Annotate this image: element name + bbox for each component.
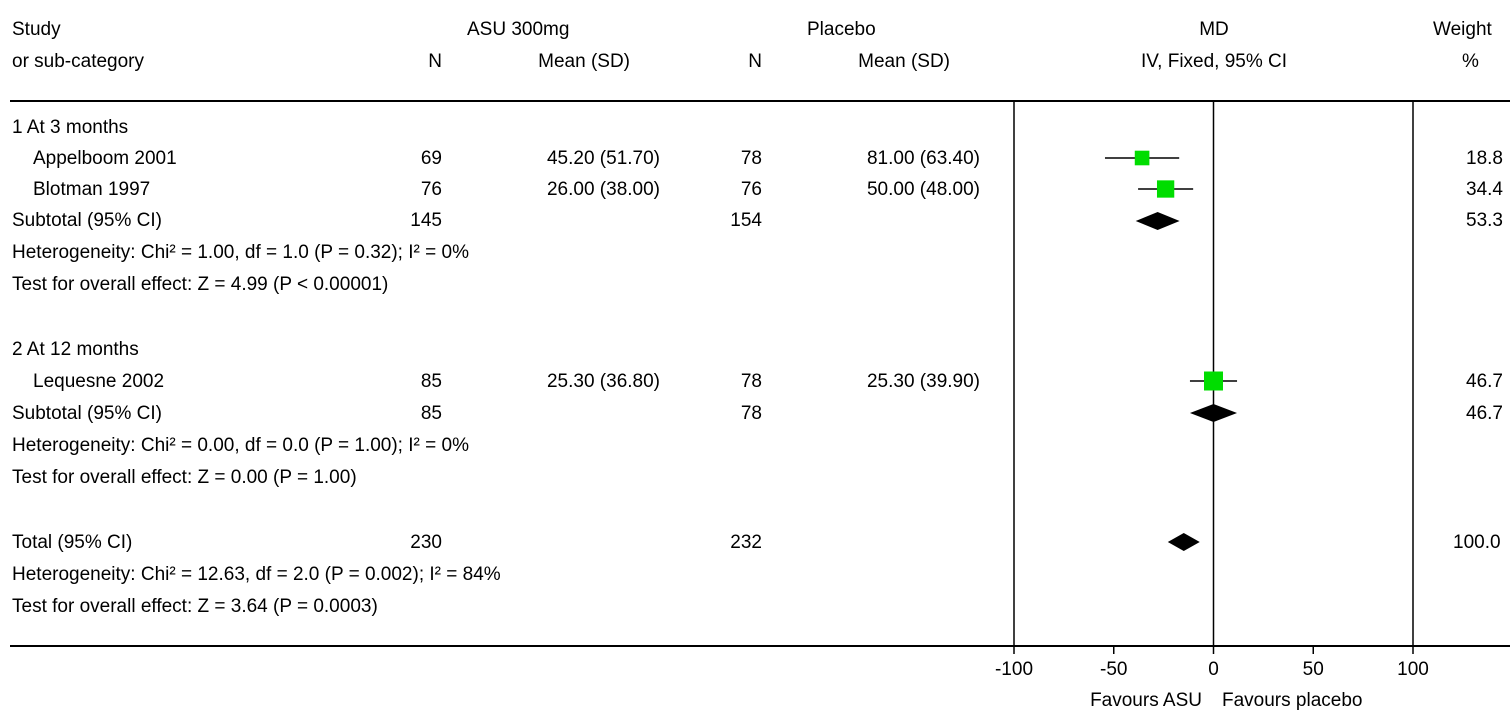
group2-header: Placebo <box>807 19 876 40</box>
subtotal-n1: 85 <box>420 403 442 424</box>
subtotal-n1: 145 <box>410 210 442 231</box>
subtotal-label: Subtotal (95% CI) <box>12 210 162 231</box>
total-diamond <box>1167 533 1200 551</box>
study-name: Lequesne 2002 <box>33 371 165 392</box>
study-mean1: 45.20 (51.70) <box>546 148 660 169</box>
x-tick-label: 50 <box>1303 659 1324 680</box>
subtotal-diamond <box>1189 404 1238 422</box>
x-tick-label: 100 <box>1397 659 1429 680</box>
total-n1: 230 <box>410 532 442 553</box>
subtotal-weight: 46.7 <box>1466 403 1503 424</box>
favours-left-label: Favours ASU <box>1090 690 1202 711</box>
x-tick-label: 0 <box>1208 659 1219 680</box>
md-header: MD <box>1199 19 1229 40</box>
group-title: 2 At 12 months <box>12 339 139 360</box>
x-tick-label: -50 <box>1100 659 1127 680</box>
study-name: Blotman 1997 <box>33 179 151 200</box>
subcategory-header: or sub-category <box>12 51 145 72</box>
group1-n-header: N <box>428 51 442 72</box>
study-n1: 76 <box>420 179 442 200</box>
group1-header: ASU 300mg <box>467 19 570 40</box>
x-tick-label: -100 <box>995 659 1033 680</box>
subtotal-weight: 53.3 <box>1466 210 1503 231</box>
subtotal-diamond <box>1135 212 1180 230</box>
weight-header: Weight <box>1433 19 1492 40</box>
overall-effect-text: Test for overall effect: Z = 0.00 (P = 1… <box>12 467 357 488</box>
study-name: Appelboom 2001 <box>33 148 177 169</box>
md-method-header: IV, Fixed, 95% CI <box>1140 51 1288 72</box>
overall-effect-text: Test for overall effect: Z = 3.64 (P = 0… <box>12 596 378 617</box>
study-mean2: 25.30 (39.90) <box>866 371 980 392</box>
study-effect-marker <box>1134 150 1150 166</box>
favours-right-label: Favours placebo <box>1222 690 1363 711</box>
study-n2: 78 <box>740 148 762 169</box>
heterogeneity-text: Heterogeneity: Chi² = 0.00, df = 0.0 (P … <box>12 435 469 456</box>
study-effect-marker <box>1204 371 1223 391</box>
heterogeneity-text: Heterogeneity: Chi² = 12.63, df = 2.0 (P… <box>12 564 501 585</box>
subtotal-n2: 78 <box>740 403 762 424</box>
study-weight: 34.4 <box>1466 179 1503 200</box>
study-weight: 18.8 <box>1466 148 1503 169</box>
subtotal-n2: 154 <box>730 210 762 231</box>
group2-n-header: N <box>748 51 762 72</box>
study-mean1: 26.00 (38.00) <box>546 179 660 200</box>
subtotal-label: Subtotal (95% CI) <box>12 403 162 424</box>
study-effect-marker <box>1156 180 1175 198</box>
footer-divider <box>10 645 1510 647</box>
group2-mean-header: Mean (SD) <box>858 51 950 72</box>
total-n2: 232 <box>730 532 762 553</box>
group1-mean-header: Mean (SD) <box>538 51 630 72</box>
group-title: 1 At 3 months <box>12 117 129 138</box>
study-weight: 46.7 <box>1466 371 1503 392</box>
heterogeneity-text: Heterogeneity: Chi² = 1.00, df = 1.0 (P … <box>12 242 469 263</box>
overall-effect-text: Test for overall effect: Z = 4.99 (P < 0… <box>12 274 389 295</box>
weight-unit-header: % <box>1462 51 1479 72</box>
study-mean1: 25.30 (36.80) <box>546 371 660 392</box>
study-mean2: 81.00 (63.40) <box>866 148 980 169</box>
study-n1: 69 <box>420 148 442 169</box>
study-mean2: 50.00 (48.00) <box>866 179 980 200</box>
header-divider <box>10 100 1510 102</box>
total-weight: 100.0 <box>1453 532 1501 553</box>
study-n2: 78 <box>740 371 762 392</box>
study-n2: 76 <box>740 179 762 200</box>
study-n1: 85 <box>420 371 442 392</box>
study-header: Study <box>12 19 61 40</box>
total-label: Total (95% CI) <box>12 532 133 553</box>
